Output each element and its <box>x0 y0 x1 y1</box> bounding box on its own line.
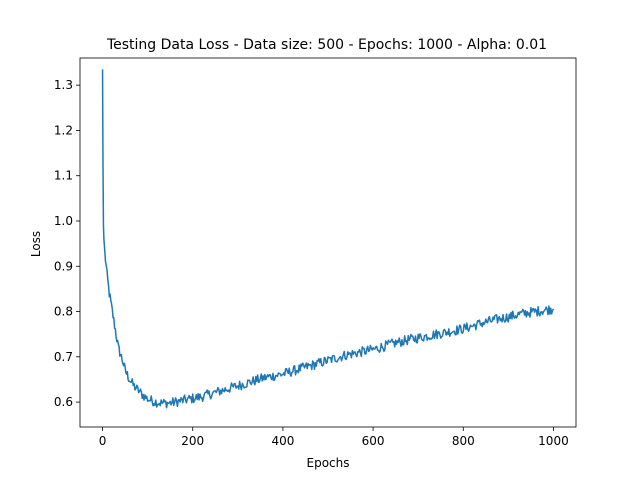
x-axis-label: Epochs <box>307 456 350 470</box>
y-tick-label: 0.7 <box>54 350 73 364</box>
x-tick-label: 200 <box>181 434 204 448</box>
plot-area <box>79 57 577 428</box>
x-tick-label: 0 <box>99 434 107 448</box>
y-tick-label: 1.3 <box>54 78 73 92</box>
x-axis: 0 200 400 600 800 1000 <box>99 427 569 448</box>
y-tick-label: 1.2 <box>54 123 73 137</box>
y-tick-label: 1.0 <box>54 214 73 228</box>
y-tick-label: 0.8 <box>54 305 73 319</box>
y-tick-label: 1.1 <box>54 169 73 183</box>
x-tick-label: 800 <box>452 434 475 448</box>
series-line-0 <box>101 69 555 409</box>
y-tick-label: 0.6 <box>54 395 73 409</box>
plot-frame <box>79 57 577 428</box>
x-tick-label: 400 <box>271 434 294 448</box>
y-axis: 0.6 0.7 0.8 0.9 1.0 1.1 1.2 1.3 <box>54 78 80 409</box>
y-axis-label: Loss <box>29 231 43 257</box>
x-tick-label: 1000 <box>538 434 569 448</box>
x-tick-label: 600 <box>362 434 385 448</box>
chart-title: Testing Data Loss - Data size: 500 - Epo… <box>106 37 547 53</box>
y-tick-label: 0.9 <box>54 259 73 273</box>
